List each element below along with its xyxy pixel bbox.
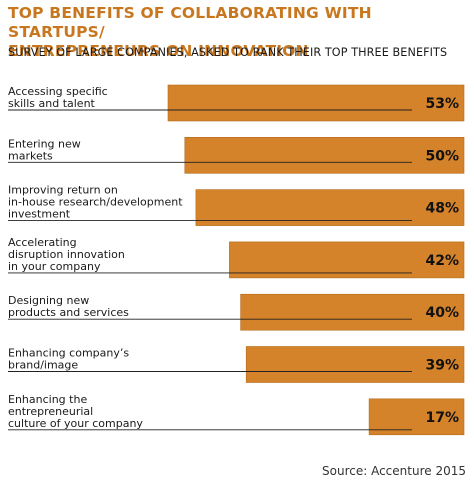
value-label-4: 40% [425, 305, 459, 321]
bar-1 [184, 137, 465, 174]
bar-2 [195, 189, 465, 226]
value-label-6: 17% [425, 410, 459, 426]
bar-0 [167, 84, 465, 122]
category-label-2: Improving return on in-house research/dev… [8, 184, 183, 221]
title-line-1: TOP BENEFITS OF COLLABORATING WITH START… [8, 4, 372, 41]
bar-4 [240, 293, 465, 331]
category-label-3: Accelerating disruption innovation in your… [8, 236, 125, 273]
category-label-0: Accessing specific skills and talent [8, 85, 108, 110]
value-label-1: 50% [425, 148, 459, 164]
source-note: Source: Accenture 2015 [322, 464, 466, 478]
chart-title: TOP BENEFITS OF COLLABORATING WITH START… [8, 4, 468, 61]
category-label-5: Enhancing company’s brand/image [8, 347, 129, 372]
bar-5 [245, 346, 465, 383]
value-label-3: 42% [425, 253, 459, 269]
bar-6 [368, 398, 465, 436]
value-label-0: 53% [425, 96, 459, 112]
value-label-2: 48% [425, 201, 459, 217]
title-line-2: ENTREPRENEURS ON INNOVATION [8, 42, 309, 60]
category-label-4: Designing new products and services [8, 294, 129, 319]
bar-3 [229, 241, 465, 279]
chart-subtitle: SURVEY OF LARGE COMPANIES, ASKED TO RANK… [8, 46, 448, 59]
category-label-1: Entering new markets [8, 137, 81, 162]
value-label-5: 39% [425, 358, 459, 374]
category-label-6: Enhancing the entrepreneurial culture of y… [8, 393, 143, 430]
